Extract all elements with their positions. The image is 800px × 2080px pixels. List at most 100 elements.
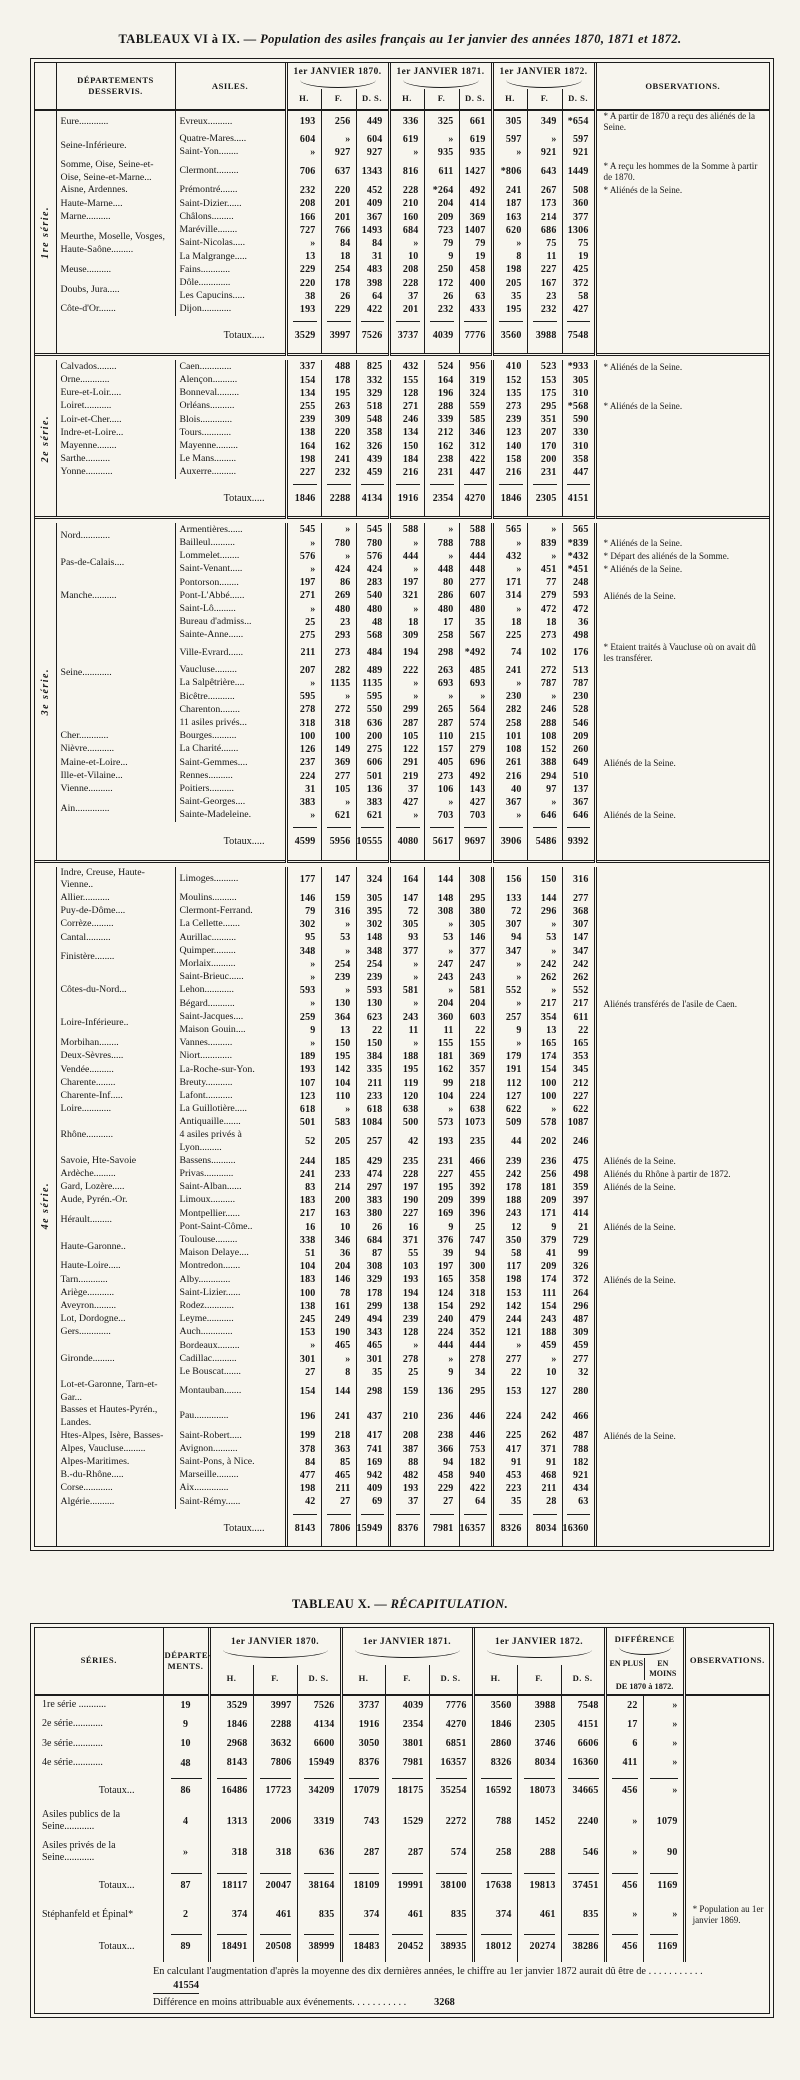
value-cell: 581 <box>458 984 493 998</box>
value-cell: 85 <box>320 1455 356 1469</box>
departement-cell: Ain.............. <box>55 795 175 823</box>
value-cell: 212 <box>423 426 460 440</box>
value-cell: 3746 <box>516 1734 562 1754</box>
value-cell: 312 <box>458 439 493 453</box>
serie-label: 4e série. <box>35 867 56 1546</box>
observation-cell <box>593 132 769 146</box>
observation-cell <box>593 1116 769 1130</box>
value-cell: 6851 <box>428 1734 474 1754</box>
value-cell: 380 <box>355 1207 390 1221</box>
value-cell: 451 <box>526 563 563 577</box>
value-cell: 159 <box>320 891 356 905</box>
value-cell: 500 <box>387 1116 425 1130</box>
col-year-1872: 1er JANVIER 1872. <box>471 1627 606 1665</box>
value-cell: 360 <box>561 197 596 211</box>
value-cell: 228 <box>387 184 425 198</box>
value-cell: 204 <box>320 1260 356 1274</box>
value-cell: » <box>526 549 563 564</box>
title2-text: RÉCAPITULATION. <box>390 1596 509 1611</box>
value-cell: 231 <box>423 1154 460 1168</box>
value-cell: 104 <box>320 1076 356 1090</box>
col-series: SÉRIES. <box>35 1627 163 1696</box>
value-cell: 23 <box>526 289 563 304</box>
departement-cell: Lot-et-Garonne, Tarn-et-Gar... <box>55 1379 175 1405</box>
brace-icon <box>402 80 479 88</box>
value-cell: 278 <box>284 703 321 717</box>
value-cell: 16357 <box>428 1753 474 1773</box>
value-cell: 130 <box>355 997 390 1011</box>
value-cell: 18117 <box>207 1867 253 1902</box>
value-cell: 636 <box>296 1836 342 1868</box>
observation-cell <box>593 1260 769 1274</box>
asile-cell: Montauban....... <box>174 1379 286 1405</box>
value-cell: 1449 <box>561 159 596 185</box>
value-cell: 204 <box>423 997 460 1011</box>
value-cell: 228 <box>387 1167 425 1181</box>
table-row: Haute-Garonne.. Toulouse......... 338 346 68… <box>35 1233 769 1261</box>
totaux-value-cell: 16357 <box>458 1508 493 1546</box>
value-cell: 318 <box>458 1286 493 1300</box>
value-cell: 53 <box>320 931 356 945</box>
value-cell: 277 <box>561 1352 596 1366</box>
value-cell: 208 <box>284 197 321 211</box>
value-cell: 10 <box>387 250 425 264</box>
value-cell: » <box>284 536 321 550</box>
observation-cell <box>593 1365 769 1379</box>
value-cell: 788 <box>458 536 493 550</box>
value-cell: 229 <box>320 303 356 317</box>
departement-cell: Loir-et-Cher..... <box>55 413 175 427</box>
value-cell: 1846 <box>471 1715 518 1735</box>
observation-cell <box>593 1286 769 1300</box>
value-cell: 110 <box>423 729 460 744</box>
value-cell: 299 <box>387 703 425 717</box>
value-cell: 940 <box>458 1468 493 1483</box>
value-cell: 318 <box>284 716 321 730</box>
value-cell: 392 <box>458 1180 493 1195</box>
departement-cell: Mayenne........ <box>55 439 175 453</box>
table-row: Yonne........... Auxerre.......... 227 232 4… <box>35 466 769 480</box>
value-cell: 482 <box>387 1468 425 1483</box>
totaux-value-cell: 1846 <box>284 479 321 518</box>
value-cell: 238 <box>423 1429 460 1443</box>
value-cell: 235 <box>458 1129 493 1155</box>
value-cell: 427 <box>387 795 425 810</box>
value-cell: 348 <box>284 944 321 958</box>
value-cell: 97 <box>526 782 563 796</box>
observation-cell <box>593 1455 769 1469</box>
value-cell: 353 <box>561 1050 596 1064</box>
value-cell: 171 <box>490 576 528 590</box>
value-cell: 228 <box>387 276 425 290</box>
value-cell: 25 <box>458 1220 493 1234</box>
value-cell: 193 <box>387 1273 425 1287</box>
observation-cell <box>593 944 769 958</box>
value-cell: 9 <box>423 1220 460 1234</box>
value-cell: 153 <box>490 1379 528 1405</box>
asile-cell: Châlons......... <box>174 210 286 224</box>
table-row: Stéphanfeld et Épinal* 2 374 461 835 374 461 83… <box>35 1901 769 1929</box>
value-cell: 48 <box>355 615 390 630</box>
table-row: 11 asiles privés... 318 318 636 287 287 574 258… <box>35 716 769 730</box>
observation-cell: * A reçu les hommes de la Somme à partir… <box>593 159 769 185</box>
table-row: Aisne, Ardennes. Prémontré....... 232 220 45… <box>35 184 769 198</box>
value-cell: 308 <box>423 904 460 919</box>
value-cell: 446 <box>458 1429 493 1443</box>
value-cell: 52 <box>284 1129 321 1155</box>
departement-cell: Htes-Alpes, Isère, Basses-Alpes, Vauclus… <box>55 1429 175 1456</box>
value-cell: 545 <box>355 523 390 537</box>
value-cell: 246 <box>561 1129 596 1155</box>
value-cell: 257 <box>355 1129 390 1155</box>
totaux-value-cell: 7981 <box>423 1508 460 1546</box>
value-cell: 179 <box>490 1050 528 1064</box>
value-cell: 174 <box>526 1273 563 1287</box>
value-cell: 380 <box>458 904 493 919</box>
value-cell: 233 <box>320 1167 356 1181</box>
table-row: Ardèche......... Privas............ 241 233… <box>35 1167 769 1181</box>
value-cell: 3632 <box>252 1734 297 1754</box>
value-cell: 466 <box>561 1404 596 1430</box>
value-cell: 780 <box>355 536 390 550</box>
value-cell: » <box>320 1102 356 1117</box>
value-cell: » <box>490 997 528 1011</box>
value-cell: 35 <box>490 289 528 304</box>
value-cell: 128 <box>387 1326 425 1340</box>
departement-cell: Aisne, Ardennes. <box>55 184 175 198</box>
